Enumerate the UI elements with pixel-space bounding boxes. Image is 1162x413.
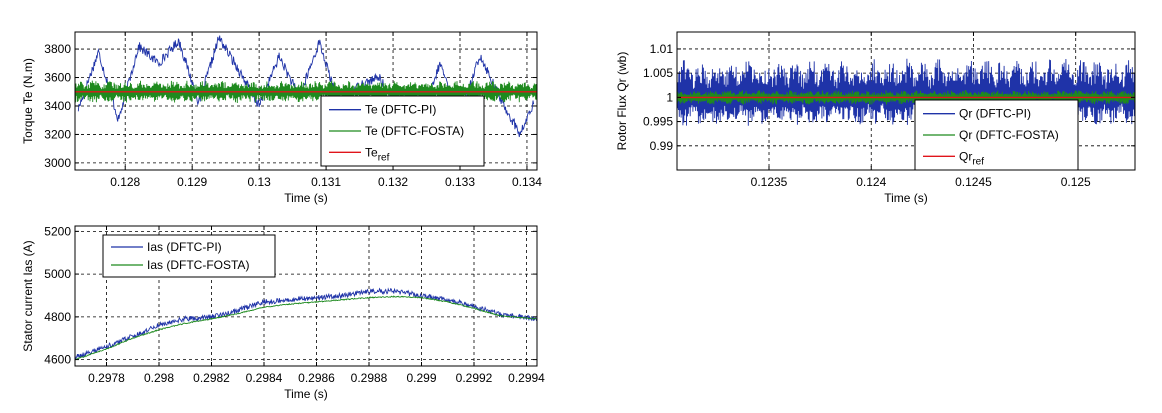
current-series-dftc-pi bbox=[75, 287, 537, 360]
flux-x-tick-label-3: 0.125 bbox=[1061, 175, 1091, 189]
torque-y-tick-label-2: 3400 bbox=[44, 99, 71, 113]
current-x-tick-label-6: 0.299 bbox=[406, 371, 436, 385]
current-series-dftc-fosta bbox=[75, 295, 537, 361]
flux-y-axis-label: Rotor Flux Qr (wb) bbox=[615, 52, 629, 151]
torque-axes-frame bbox=[74, 31, 538, 171]
flux-x-tick-label-2: 0.1245 bbox=[955, 175, 992, 189]
flux-x-axis-label: Time (s) bbox=[884, 191, 928, 205]
torque-legend-label-ref: Teref bbox=[365, 145, 390, 163]
torque-legend-label-fosta: Te (DFTC-FOSTA) bbox=[365, 124, 464, 138]
torque-x-tick-label-0: 0.128 bbox=[110, 175, 140, 189]
current-y-axis-label: Stator current Ias (A) bbox=[21, 240, 35, 351]
flux-y-tick-label-0: 0.99 bbox=[650, 139, 674, 153]
current-legend-box bbox=[102, 234, 276, 278]
current-y-tick-label-3: 5200 bbox=[44, 224, 71, 238]
current-legend-label-fosta: Ias (DFTC-FOSTA) bbox=[147, 258, 249, 272]
torque-x-axis-label: Time (s) bbox=[284, 191, 328, 205]
flux-y-tick-label-3: 1.005 bbox=[643, 66, 673, 80]
torque-x-tick-label-3: 0.131 bbox=[311, 175, 341, 189]
torque-x-tick-label-6: 0.134 bbox=[512, 175, 542, 189]
torque-legend: Te (DFTC-PI) Te (DFTC-FOSTA) Teref bbox=[320, 95, 485, 167]
flux-ticks: 0.1235 0.124 0.1245 0.125 0.99 0.995 1 1.005 1.0… bbox=[643, 32, 1135, 189]
torque-x-tick-label-4: 0.132 bbox=[378, 175, 408, 189]
current-legend: Ias (DFTC-PI) Ias (DFTC-FOSTA) bbox=[102, 234, 276, 278]
torque-y-axis-label: Torque Te (N.m) bbox=[21, 58, 35, 144]
current-x-tick-label-2: 0.2982 bbox=[193, 371, 230, 385]
current-series bbox=[75, 287, 537, 361]
flux-series-dftc-fosta bbox=[677, 90, 1135, 105]
torque-y-tick-label-3: 3600 bbox=[44, 71, 71, 85]
flux-x-tick-label-1: 0.124 bbox=[856, 175, 886, 189]
torque-x-tick-label-2: 0.13 bbox=[247, 175, 271, 189]
torque-ticks: 0.128 0.129 0.13 0.131 0.132 0.133 0.134 3000 32… bbox=[44, 32, 542, 189]
current-x-axis-label: Time (s) bbox=[284, 387, 328, 401]
current-x-tick-label-1: 0.298 bbox=[144, 371, 174, 385]
torque-x-tick-label-5: 0.133 bbox=[445, 175, 475, 189]
torque-series-dftc-fosta bbox=[75, 80, 537, 104]
torque-y-tick-label-0: 3000 bbox=[44, 156, 71, 170]
flux-plot: 0.1235 0.124 0.1245 0.125 0.99 0.995 1 1.005 1.0… bbox=[615, 31, 1136, 205]
torque-plot: 0.128 0.129 0.13 0.131 0.132 0.133 0.134 3000 32… bbox=[21, 31, 542, 205]
flux-legend-label-ref: Qrref bbox=[959, 149, 984, 167]
flux-y-tick-label-4: 1.01 bbox=[650, 42, 674, 56]
torque-x-tick-label-1: 0.129 bbox=[177, 175, 207, 189]
flux-series bbox=[677, 58, 1135, 127]
current-x-tick-label-0: 0.2978 bbox=[88, 371, 125, 385]
current-y-tick-label-2: 5000 bbox=[44, 267, 71, 281]
current-x-tick-label-3: 0.2984 bbox=[246, 371, 283, 385]
torque-y-tick-label-1: 3200 bbox=[44, 127, 71, 141]
current-x-tick-label-5: 0.2988 bbox=[351, 371, 388, 385]
current-plot: 0.2978 0.298 0.2982 0.2984 0.2986 0.2988 0.299… bbox=[21, 224, 545, 401]
current-x-tick-label-7: 0.2992 bbox=[456, 371, 493, 385]
flux-legend-label-pi: Qr (DFTC-PI) bbox=[959, 107, 1031, 121]
flux-y-tick-label-1: 0.995 bbox=[643, 115, 673, 129]
current-grid bbox=[75, 226, 537, 366]
current-axes-frame bbox=[74, 225, 538, 367]
current-ticks: 0.2978 0.298 0.2982 0.2984 0.2986 0.2988 0.299… bbox=[44, 224, 545, 385]
torque-y-tick-label-4: 3800 bbox=[44, 42, 71, 56]
flux-x-tick-label-0: 0.1235 bbox=[751, 175, 788, 189]
current-y-tick-label-0: 4600 bbox=[44, 353, 71, 367]
current-x-tick-label-4: 0.2986 bbox=[298, 371, 335, 385]
torque-legend-label-pi: Te (DFTC-PI) bbox=[365, 103, 436, 117]
current-legend-label-pi: Ias (DFTC-PI) bbox=[147, 240, 222, 254]
flux-legend-label-fosta: Qr (DFTC-FOSTA) bbox=[959, 128, 1059, 142]
flux-axes-frame bbox=[676, 31, 1136, 171]
flux-series-dftc-pi bbox=[677, 58, 1135, 127]
flux-y-tick-label-2: 1 bbox=[666, 90, 673, 104]
current-y-tick-label-1: 4800 bbox=[44, 310, 71, 324]
flux-legend: Qr (DFTC-PI) Qr (DFTC-FOSTA) Qrref bbox=[914, 99, 1079, 171]
current-x-tick-label-8: 0.2994 bbox=[508, 371, 545, 385]
